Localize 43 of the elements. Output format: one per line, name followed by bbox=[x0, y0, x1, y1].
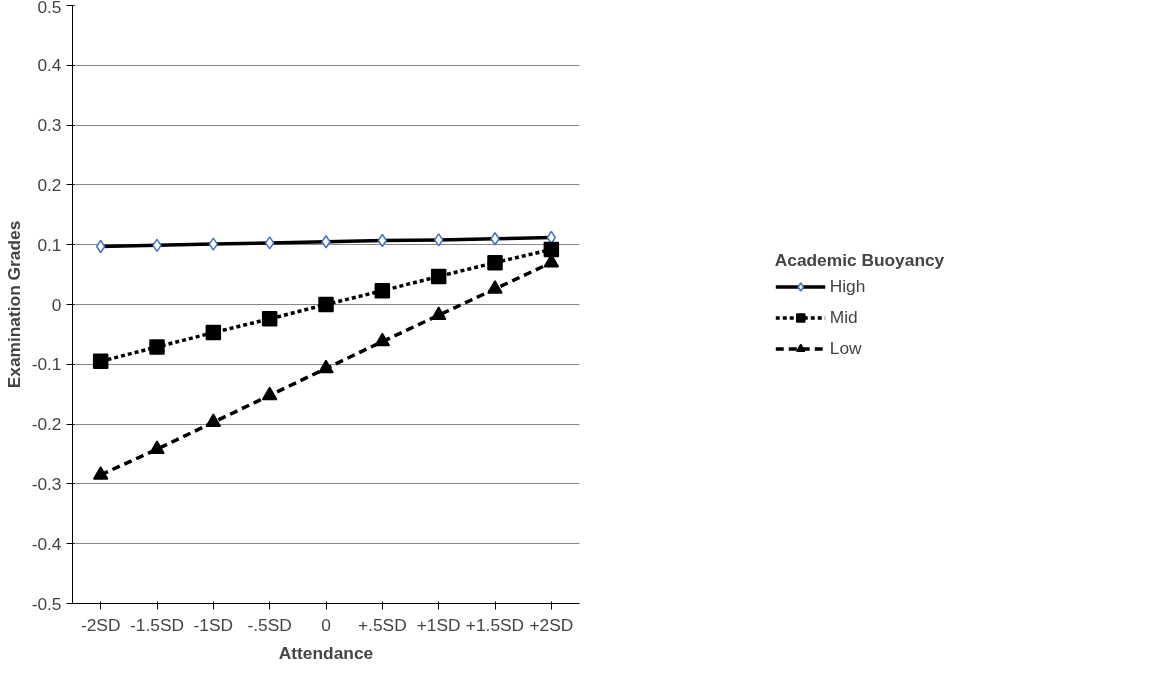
x-tick-label: -1.5SD bbox=[130, 614, 184, 635]
y-tick-label: 0.2 bbox=[37, 174, 62, 195]
y-tick-label: -0.5 bbox=[31, 593, 62, 614]
point bbox=[487, 254, 503, 271]
x-tick-label: -1SD bbox=[193, 614, 234, 635]
point bbox=[92, 353, 109, 370]
x-tick-label: +1SD bbox=[416, 614, 461, 635]
legend-label: Low bbox=[829, 337, 862, 359]
x-axis-title: Attendance bbox=[278, 642, 374, 663]
point bbox=[92, 466, 109, 480]
y-axis-title: Examination Grades bbox=[3, 220, 24, 389]
x-tick-label: +2SD bbox=[529, 614, 574, 635]
point bbox=[430, 268, 447, 285]
x-tick-label: -2SD bbox=[80, 614, 121, 635]
y-tick-label: 0 bbox=[51, 294, 62, 315]
point bbox=[149, 339, 165, 355]
x-tick-label: -.5SD bbox=[247, 614, 292, 635]
y-tick-label: -0.3 bbox=[31, 473, 62, 494]
y-tick-label: -0.1 bbox=[31, 354, 62, 375]
x-tick-label: +1.5SD bbox=[465, 614, 525, 635]
point bbox=[205, 413, 222, 428]
y-tick-label: 0.4 bbox=[37, 55, 62, 76]
point bbox=[543, 241, 560, 258]
x-tick-label: +.5SD bbox=[358, 614, 407, 635]
point bbox=[374, 283, 391, 299]
legend-label: Mid bbox=[829, 306, 858, 328]
y-tick-label: 0.5 bbox=[37, 0, 62, 17]
legend-label: High bbox=[829, 275, 866, 297]
point bbox=[205, 324, 222, 341]
y-tick-label: 0.1 bbox=[37, 234, 62, 255]
point bbox=[261, 386, 278, 401]
y-tick-label: -0.2 bbox=[31, 414, 62, 435]
point bbox=[261, 311, 278, 327]
legend-title: Academic Buoyancy bbox=[774, 249, 945, 271]
y-tick-label: 0.3 bbox=[37, 115, 62, 136]
point bbox=[430, 306, 447, 321]
point bbox=[318, 359, 334, 374]
point bbox=[318, 296, 334, 313]
point bbox=[149, 440, 165, 455]
point bbox=[374, 332, 391, 347]
y-tick-label: -0.4 bbox=[31, 533, 62, 554]
x-tick-label: 0 bbox=[321, 614, 331, 635]
point bbox=[487, 280, 503, 294]
